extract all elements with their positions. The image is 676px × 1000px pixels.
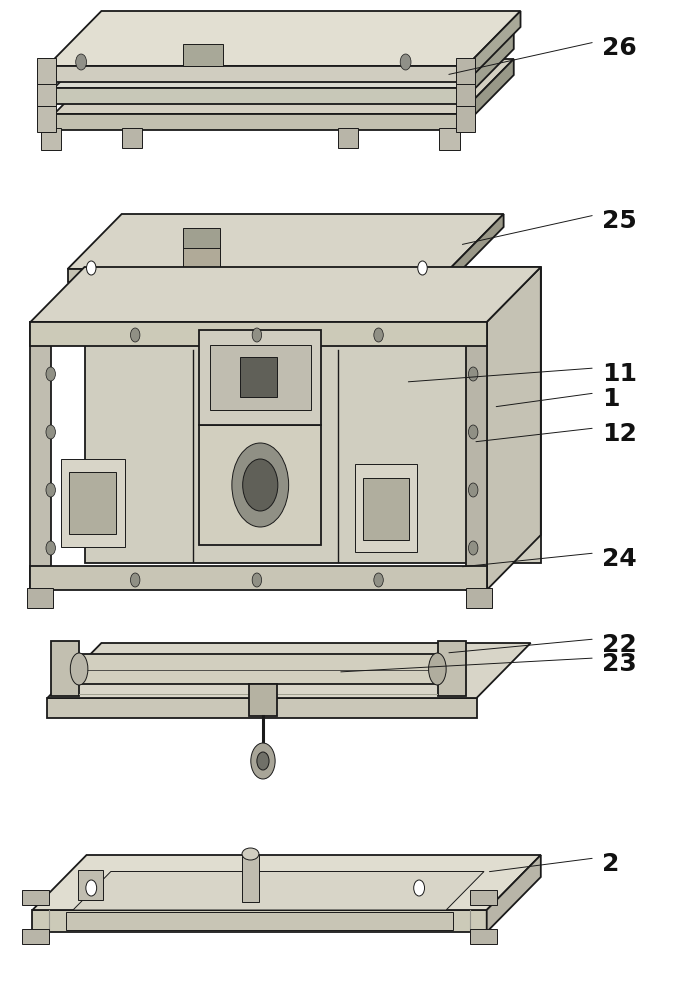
Ellipse shape [429,653,446,685]
Polygon shape [487,267,541,590]
Bar [30,322,487,346]
Circle shape [374,328,383,342]
Bar [122,128,142,148]
Circle shape [257,752,269,770]
Circle shape [468,541,478,555]
Circle shape [414,880,425,896]
Circle shape [251,743,275,779]
Circle shape [468,367,478,381]
Bar [66,912,453,930]
Bar [183,245,220,280]
Circle shape [46,367,55,381]
Circle shape [46,483,55,497]
Polygon shape [73,871,484,910]
Bar [37,80,56,106]
Text: 22: 22 [602,633,636,657]
Polygon shape [460,59,514,130]
Bar [363,478,409,540]
Text: 2: 2 [602,852,619,876]
Bar [199,330,321,425]
Bar [51,641,79,696]
Bar [466,322,487,590]
Circle shape [130,573,140,587]
Bar [30,566,487,590]
Bar [69,472,116,534]
Polygon shape [84,267,541,562]
Circle shape [400,54,411,70]
Bar [240,357,277,397]
Circle shape [252,328,262,342]
Bar [456,106,475,132]
Circle shape [468,425,478,439]
Polygon shape [47,66,466,82]
Circle shape [232,443,289,527]
Text: 12: 12 [602,422,637,446]
Circle shape [468,483,478,497]
Polygon shape [450,214,504,282]
Circle shape [46,541,55,555]
Bar [183,44,223,66]
Bar [37,58,56,84]
Polygon shape [68,214,504,269]
Polygon shape [466,11,521,82]
Bar [439,128,460,150]
Polygon shape [54,114,460,130]
Bar [30,322,51,590]
Text: 1: 1 [602,387,619,411]
Bar [249,684,277,716]
Bar [456,80,475,106]
Bar [199,425,321,545]
Polygon shape [54,33,514,88]
Text: 24: 24 [602,547,636,571]
Bar [355,464,417,552]
Polygon shape [32,855,541,910]
Circle shape [87,261,96,275]
Circle shape [130,328,140,342]
Bar [466,588,492,608]
Bar [470,929,497,944]
Bar [183,228,220,248]
Bar [22,929,49,944]
Ellipse shape [70,653,88,685]
Bar [338,128,358,148]
Bar [78,870,103,900]
Polygon shape [47,11,521,66]
Bar [210,345,311,410]
Text: 25: 25 [602,209,636,233]
Bar [22,890,49,905]
Bar [41,128,61,150]
Circle shape [76,54,87,70]
Bar [470,890,497,905]
Circle shape [252,573,262,587]
Text: 23: 23 [602,652,636,676]
Bar [456,58,475,84]
Circle shape [374,573,383,587]
Circle shape [243,459,278,511]
Polygon shape [460,33,514,104]
Bar [61,459,125,547]
Polygon shape [30,267,541,322]
Circle shape [86,880,97,896]
Polygon shape [54,59,514,114]
Ellipse shape [242,848,259,860]
Bar [242,854,259,902]
Bar [79,654,437,684]
Polygon shape [487,855,541,932]
Polygon shape [47,643,531,698]
Circle shape [46,425,55,439]
Bar [47,698,477,718]
Text: 26: 26 [602,36,636,60]
Text: 11: 11 [602,362,637,386]
Circle shape [418,261,427,275]
Bar [438,641,466,696]
Polygon shape [68,269,450,282]
Bar [27,588,53,608]
Bar [32,910,487,932]
Bar [37,106,56,132]
Polygon shape [54,88,460,104]
